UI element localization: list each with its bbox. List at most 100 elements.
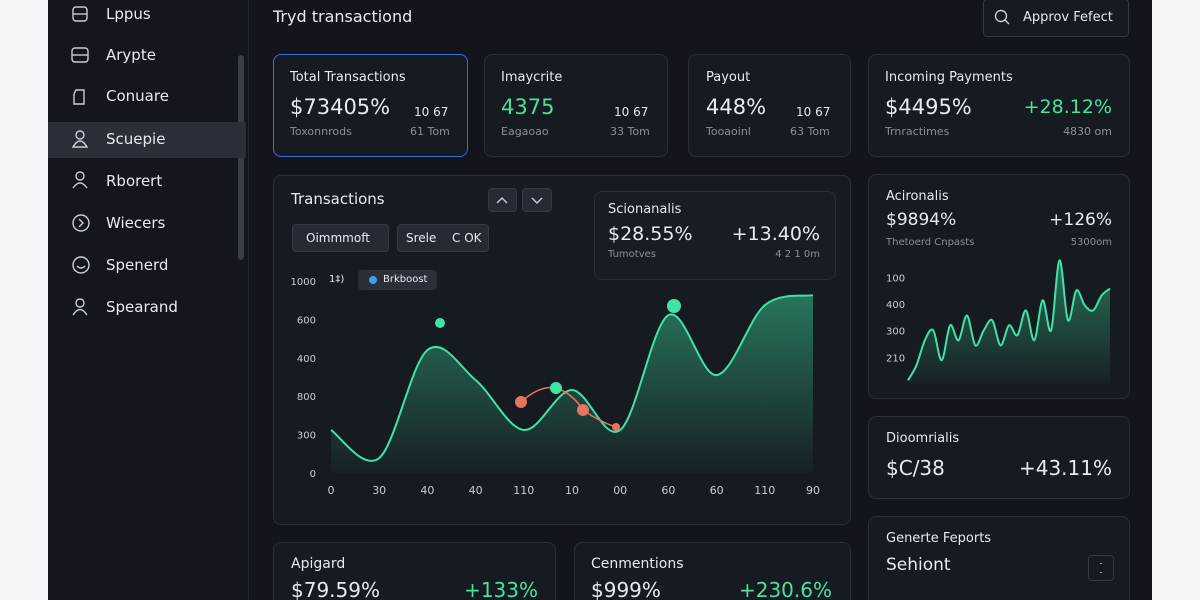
card-title: Generte Feports	[886, 531, 992, 546]
nav-item[interactable]: Scuepie	[106, 130, 166, 148]
card-caption: Trnractimes	[885, 125, 950, 138]
nav-item[interactable]: Wiecers	[106, 214, 166, 232]
x-tick-label: 60	[710, 484, 724, 497]
y-tick-label: 400	[297, 354, 316, 365]
chevron-up-button[interactable]	[488, 188, 517, 212]
card-stat: 10 67	[796, 105, 831, 119]
card-stat: +230.6%	[738, 578, 832, 600]
card-stat: +13.40%	[731, 223, 820, 245]
nav-item[interactable]: Conuare	[106, 87, 169, 105]
y-tick-label: 600	[297, 315, 316, 326]
card-value: $999%	[591, 578, 661, 600]
filter-button-label[interactable]: Oimmmoft	[306, 231, 370, 245]
panel-title: Transactions	[291, 190, 385, 208]
card-title: Dioomrialis	[886, 431, 960, 446]
highlight-dot	[612, 423, 620, 431]
highlight-segment	[520, 386, 617, 428]
y-tick-label: 210	[886, 353, 905, 364]
y-tick-label: 300	[297, 431, 316, 442]
card-caption: Toxonnrods	[290, 125, 352, 138]
search-button-label[interactable]: Approv Fefect	[1023, 10, 1113, 25]
card-stat: +133%	[464, 578, 538, 600]
panel-title: Acironalis	[886, 189, 949, 204]
sidebar	[48, 0, 249, 600]
legend-dot	[369, 276, 377, 284]
card-value: Sehiont	[886, 555, 951, 575]
card-title: Scionanalis	[608, 202, 682, 217]
icons	[71, 6, 1102, 573]
detail-card[interactable]	[868, 416, 1130, 499]
stat-card[interactable]	[273, 54, 468, 157]
y-tick-label: 300	[886, 327, 905, 338]
highlight-markers	[435, 299, 681, 431]
search-button[interactable]	[983, 0, 1129, 37]
y-tick-label: 100	[886, 273, 905, 284]
card-value: $4495%	[885, 95, 972, 119]
active-item-bg	[48, 122, 246, 158]
card-caption: Eagaoao	[501, 125, 549, 138]
legend-chip[interactable]	[358, 270, 437, 290]
card-stat: +28.12%	[1023, 96, 1112, 118]
card-value: $C/38	[886, 456, 945, 480]
reports-card[interactable]	[868, 516, 1130, 600]
x-tick-label: 00	[613, 484, 627, 497]
nav-item[interactable]: Lppus	[106, 5, 151, 23]
card-title: Incoming Payments	[885, 70, 1013, 85]
y-tick-label: 800	[297, 392, 316, 403]
line	[907, 259, 1111, 381]
y-tick-label: 0	[310, 469, 316, 480]
panel-sub: 5300om	[1070, 237, 1112, 248]
card-value: 448%	[706, 95, 767, 119]
filter-button[interactable]	[292, 224, 389, 252]
bottom-card[interactable]	[273, 542, 556, 600]
card-sub: 61 Tom	[410, 125, 450, 138]
x-tick-label: 40	[420, 484, 434, 497]
card-caption: Tooaoinl	[706, 125, 751, 138]
card-value: $73405%	[290, 95, 391, 119]
card-sub: 63 Tom	[790, 125, 830, 138]
page-title: Tryd transactiond	[273, 7, 413, 26]
panel-stat: +126%	[1049, 210, 1112, 230]
card-title: Total Transactions	[290, 70, 406, 85]
card-stat: 10 67	[614, 105, 649, 119]
area-fill	[331, 295, 813, 473]
x-tick-label: 10	[565, 484, 579, 497]
scale-button-label[interactable]: Srele	[406, 231, 437, 245]
x-tick-label: 0	[328, 484, 335, 497]
bottom-card[interactable]	[574, 542, 851, 600]
reports-menu-button[interactable]	[1088, 555, 1114, 581]
card-stat: +43.11%	[1018, 456, 1112, 480]
card-value: 4375	[501, 95, 555, 119]
scale-button[interactable]	[397, 224, 489, 252]
stat-card[interactable]	[868, 54, 1130, 157]
chevron-down-button[interactable]	[522, 188, 552, 212]
card-value: $79.59%	[291, 578, 380, 600]
peak-dot	[667, 299, 681, 313]
card-title: Imaycrite	[501, 70, 563, 85]
y-tick-label: 1000	[291, 277, 316, 288]
area-fill	[908, 260, 1110, 384]
peak-dot	[550, 382, 562, 394]
card-sub: 4 2 1 0m	[775, 249, 820, 260]
x-tick-label: 40	[469, 484, 483, 497]
card-sub: 33 Tom	[610, 125, 650, 138]
stat-card[interactable]	[688, 54, 851, 157]
card-title: Apigard	[291, 556, 346, 572]
nav-item[interactable]: Spearand	[106, 298, 178, 316]
card-value: $28.55%	[608, 223, 693, 245]
card-title: Cenmentions	[591, 556, 684, 572]
nav-item[interactable]: Rborert	[106, 172, 163, 190]
nav-item[interactable]: Spenerd	[106, 256, 169, 274]
highlight-dot	[577, 404, 589, 416]
peak-dot	[435, 318, 445, 328]
nav-item[interactable]: Arypte	[106, 46, 156, 64]
card-title: Payout	[706, 70, 751, 85]
legend-text: 1‡)	[329, 274, 345, 285]
card-stat: 10 67	[414, 105, 449, 119]
ok-button-label[interactable]: C OK	[452, 231, 482, 245]
stat-card[interactable]	[484, 54, 668, 157]
highlight-dot	[515, 396, 527, 408]
